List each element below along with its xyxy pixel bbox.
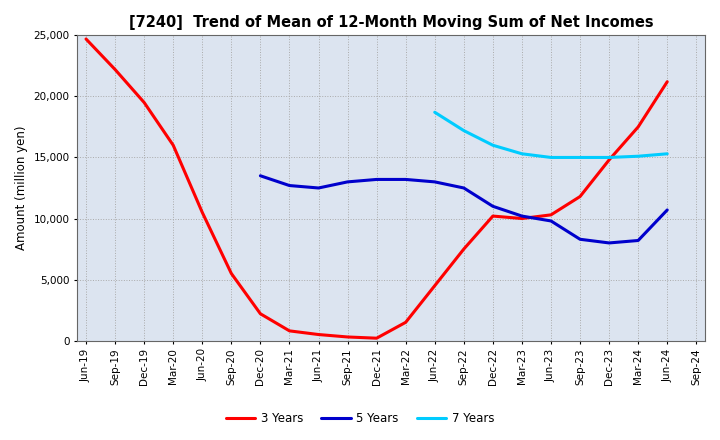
5 Years (546, 218, 555, 224)
3 Years (227, 271, 235, 276)
3 Years (518, 216, 526, 221)
5 Years (605, 240, 613, 246)
3 Years (663, 79, 672, 84)
3 Years (140, 100, 148, 105)
3 Years (431, 283, 439, 288)
3 Years (605, 157, 613, 162)
Line: 5 Years: 5 Years (261, 176, 667, 243)
7 Years (459, 128, 468, 133)
7 Years (605, 155, 613, 160)
3 Years (343, 334, 352, 340)
3 Years (81, 37, 90, 42)
3 Years (169, 143, 178, 148)
3 Years (489, 213, 498, 219)
Y-axis label: Amount (million yen): Amount (million yen) (15, 126, 28, 250)
3 Years (576, 194, 585, 199)
5 Years (343, 179, 352, 184)
5 Years (634, 238, 642, 243)
5 Years (256, 173, 265, 178)
3 Years (634, 124, 642, 129)
7 Years (489, 143, 498, 148)
7 Years (634, 154, 642, 159)
Line: 7 Years: 7 Years (435, 112, 667, 158)
Title: [7240]  Trend of Mean of 12-Month Moving Sum of Net Incomes: [7240] Trend of Mean of 12-Month Moving … (129, 15, 654, 30)
Legend: 3 Years, 5 Years, 7 Years: 3 Years, 5 Years, 7 Years (221, 407, 499, 430)
Line: 3 Years: 3 Years (86, 39, 667, 338)
3 Years (546, 212, 555, 217)
7 Years (518, 151, 526, 157)
3 Years (459, 246, 468, 252)
5 Years (459, 185, 468, 191)
5 Years (401, 177, 410, 182)
3 Years (372, 336, 381, 341)
5 Years (431, 179, 439, 184)
5 Years (576, 237, 585, 242)
3 Years (111, 67, 120, 72)
3 Years (198, 210, 207, 215)
3 Years (285, 328, 294, 334)
3 Years (256, 311, 265, 316)
7 Years (576, 155, 585, 160)
5 Years (372, 177, 381, 182)
7 Years (663, 151, 672, 157)
3 Years (314, 332, 323, 337)
7 Years (431, 110, 439, 115)
5 Years (663, 207, 672, 213)
3 Years (401, 320, 410, 325)
5 Years (314, 185, 323, 191)
5 Years (518, 213, 526, 219)
5 Years (489, 204, 498, 209)
5 Years (285, 183, 294, 188)
7 Years (546, 155, 555, 160)
